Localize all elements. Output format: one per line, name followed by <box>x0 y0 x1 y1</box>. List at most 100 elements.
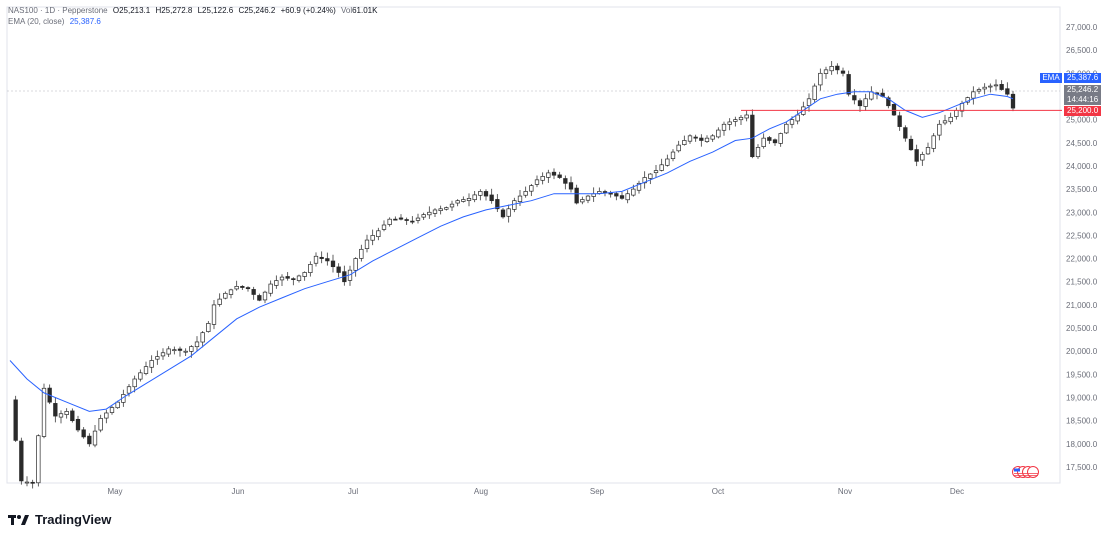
candle <box>404 217 409 225</box>
candle <box>432 208 438 218</box>
candle <box>19 437 24 485</box>
change-value: +60.9 (+0.24%) <box>280 6 336 15</box>
candle <box>914 144 919 167</box>
candle <box>863 93 868 111</box>
candle <box>393 216 398 221</box>
tradingview-logo[interactable]: TradingView <box>8 512 111 527</box>
candle <box>665 154 670 167</box>
candle <box>716 127 721 139</box>
candle <box>948 112 953 125</box>
candle <box>138 369 143 382</box>
candle <box>801 101 806 116</box>
candle <box>149 355 154 373</box>
candle <box>489 188 494 204</box>
candle <box>529 183 534 197</box>
y-tick-label: 17,500.0 <box>1066 463 1098 472</box>
y-tick-label: 21,500.0 <box>1066 278 1098 287</box>
candle <box>330 254 336 273</box>
candle <box>818 68 823 91</box>
candle <box>829 61 834 75</box>
y-tick-label: 21,000.0 <box>1066 301 1098 310</box>
candle <box>988 83 993 93</box>
y-tick-label: 26,500.0 <box>1066 46 1098 55</box>
candle <box>500 207 506 219</box>
candle <box>58 410 64 424</box>
candle <box>177 346 183 357</box>
candle <box>64 408 69 419</box>
candle <box>262 290 268 304</box>
y-tick-label: 19,000.0 <box>1066 394 1098 403</box>
candle <box>546 169 551 183</box>
x-tick-label: Nov <box>838 487 852 496</box>
candle <box>971 86 976 105</box>
candle <box>98 414 103 433</box>
candle <box>104 409 109 424</box>
candle <box>704 135 710 143</box>
candle <box>92 425 98 448</box>
candle <box>682 135 687 146</box>
candle <box>483 189 489 201</box>
candle <box>381 220 387 232</box>
candle <box>920 151 925 166</box>
candle <box>727 118 732 131</box>
candle <box>636 180 642 194</box>
candle <box>87 433 92 447</box>
candle <box>670 149 676 162</box>
candle <box>228 288 234 299</box>
candle <box>840 67 846 77</box>
y-tick-label: 23,500.0 <box>1066 185 1098 194</box>
candle <box>659 158 664 172</box>
candle <box>160 348 166 360</box>
candle <box>115 400 120 409</box>
candle <box>693 134 698 142</box>
ohlc-row: NAS100 · 1D · Pepperstone O25,213.1 H25,… <box>8 5 380 16</box>
close-value: C25,246.2 <box>238 6 276 15</box>
candle <box>954 107 959 120</box>
ema-legend-value: 25,387.6 <box>69 17 101 26</box>
ema-line-tag: EMA <box>1040 73 1062 83</box>
candle <box>897 111 902 131</box>
candle <box>53 397 58 423</box>
candle <box>891 103 897 117</box>
y-tick-label: 20,000.0 <box>1066 347 1098 356</box>
candle <box>648 173 653 185</box>
x-tick-label: Sep <box>590 487 605 496</box>
tradingview-logo-text: TradingView <box>35 512 112 527</box>
ema-legend-label[interactable]: EMA (20, close) <box>8 17 65 26</box>
candle <box>619 191 625 200</box>
candle <box>886 95 891 109</box>
tradingview-logo-icon <box>8 514 29 525</box>
candle <box>143 361 149 376</box>
candle <box>903 125 908 142</box>
low-value: L25,122.6 <box>197 6 234 15</box>
candle <box>591 187 596 202</box>
last-price-badge: 25,246.2 <box>1064 85 1102 95</box>
candle <box>211 300 217 330</box>
y-tick-label: 23,000.0 <box>1066 208 1098 217</box>
us-flag-icon[interactable] <box>1012 466 1042 478</box>
candle <box>925 142 931 155</box>
candle <box>461 196 466 203</box>
candle <box>421 212 426 220</box>
candle <box>336 263 341 278</box>
candle <box>387 217 392 227</box>
symbol-label[interactable]: NAS100 · 1D · Pepperstone <box>8 6 108 15</box>
candle <box>744 110 749 122</box>
candle <box>274 275 279 289</box>
candle <box>942 114 948 126</box>
y-tick-label: 19,500.0 <box>1066 370 1098 379</box>
volume-value: 61.01K <box>352 6 378 15</box>
candle <box>869 86 874 101</box>
candle <box>449 200 455 211</box>
candle <box>580 196 585 205</box>
candle <box>585 194 591 204</box>
candle <box>982 83 987 95</box>
y-tick-label: 18,000.0 <box>1066 440 1098 449</box>
candle <box>370 229 375 246</box>
candle <box>296 274 302 283</box>
candle <box>721 121 727 136</box>
candle <box>908 135 914 151</box>
candle <box>234 280 239 291</box>
candle <box>81 427 86 439</box>
